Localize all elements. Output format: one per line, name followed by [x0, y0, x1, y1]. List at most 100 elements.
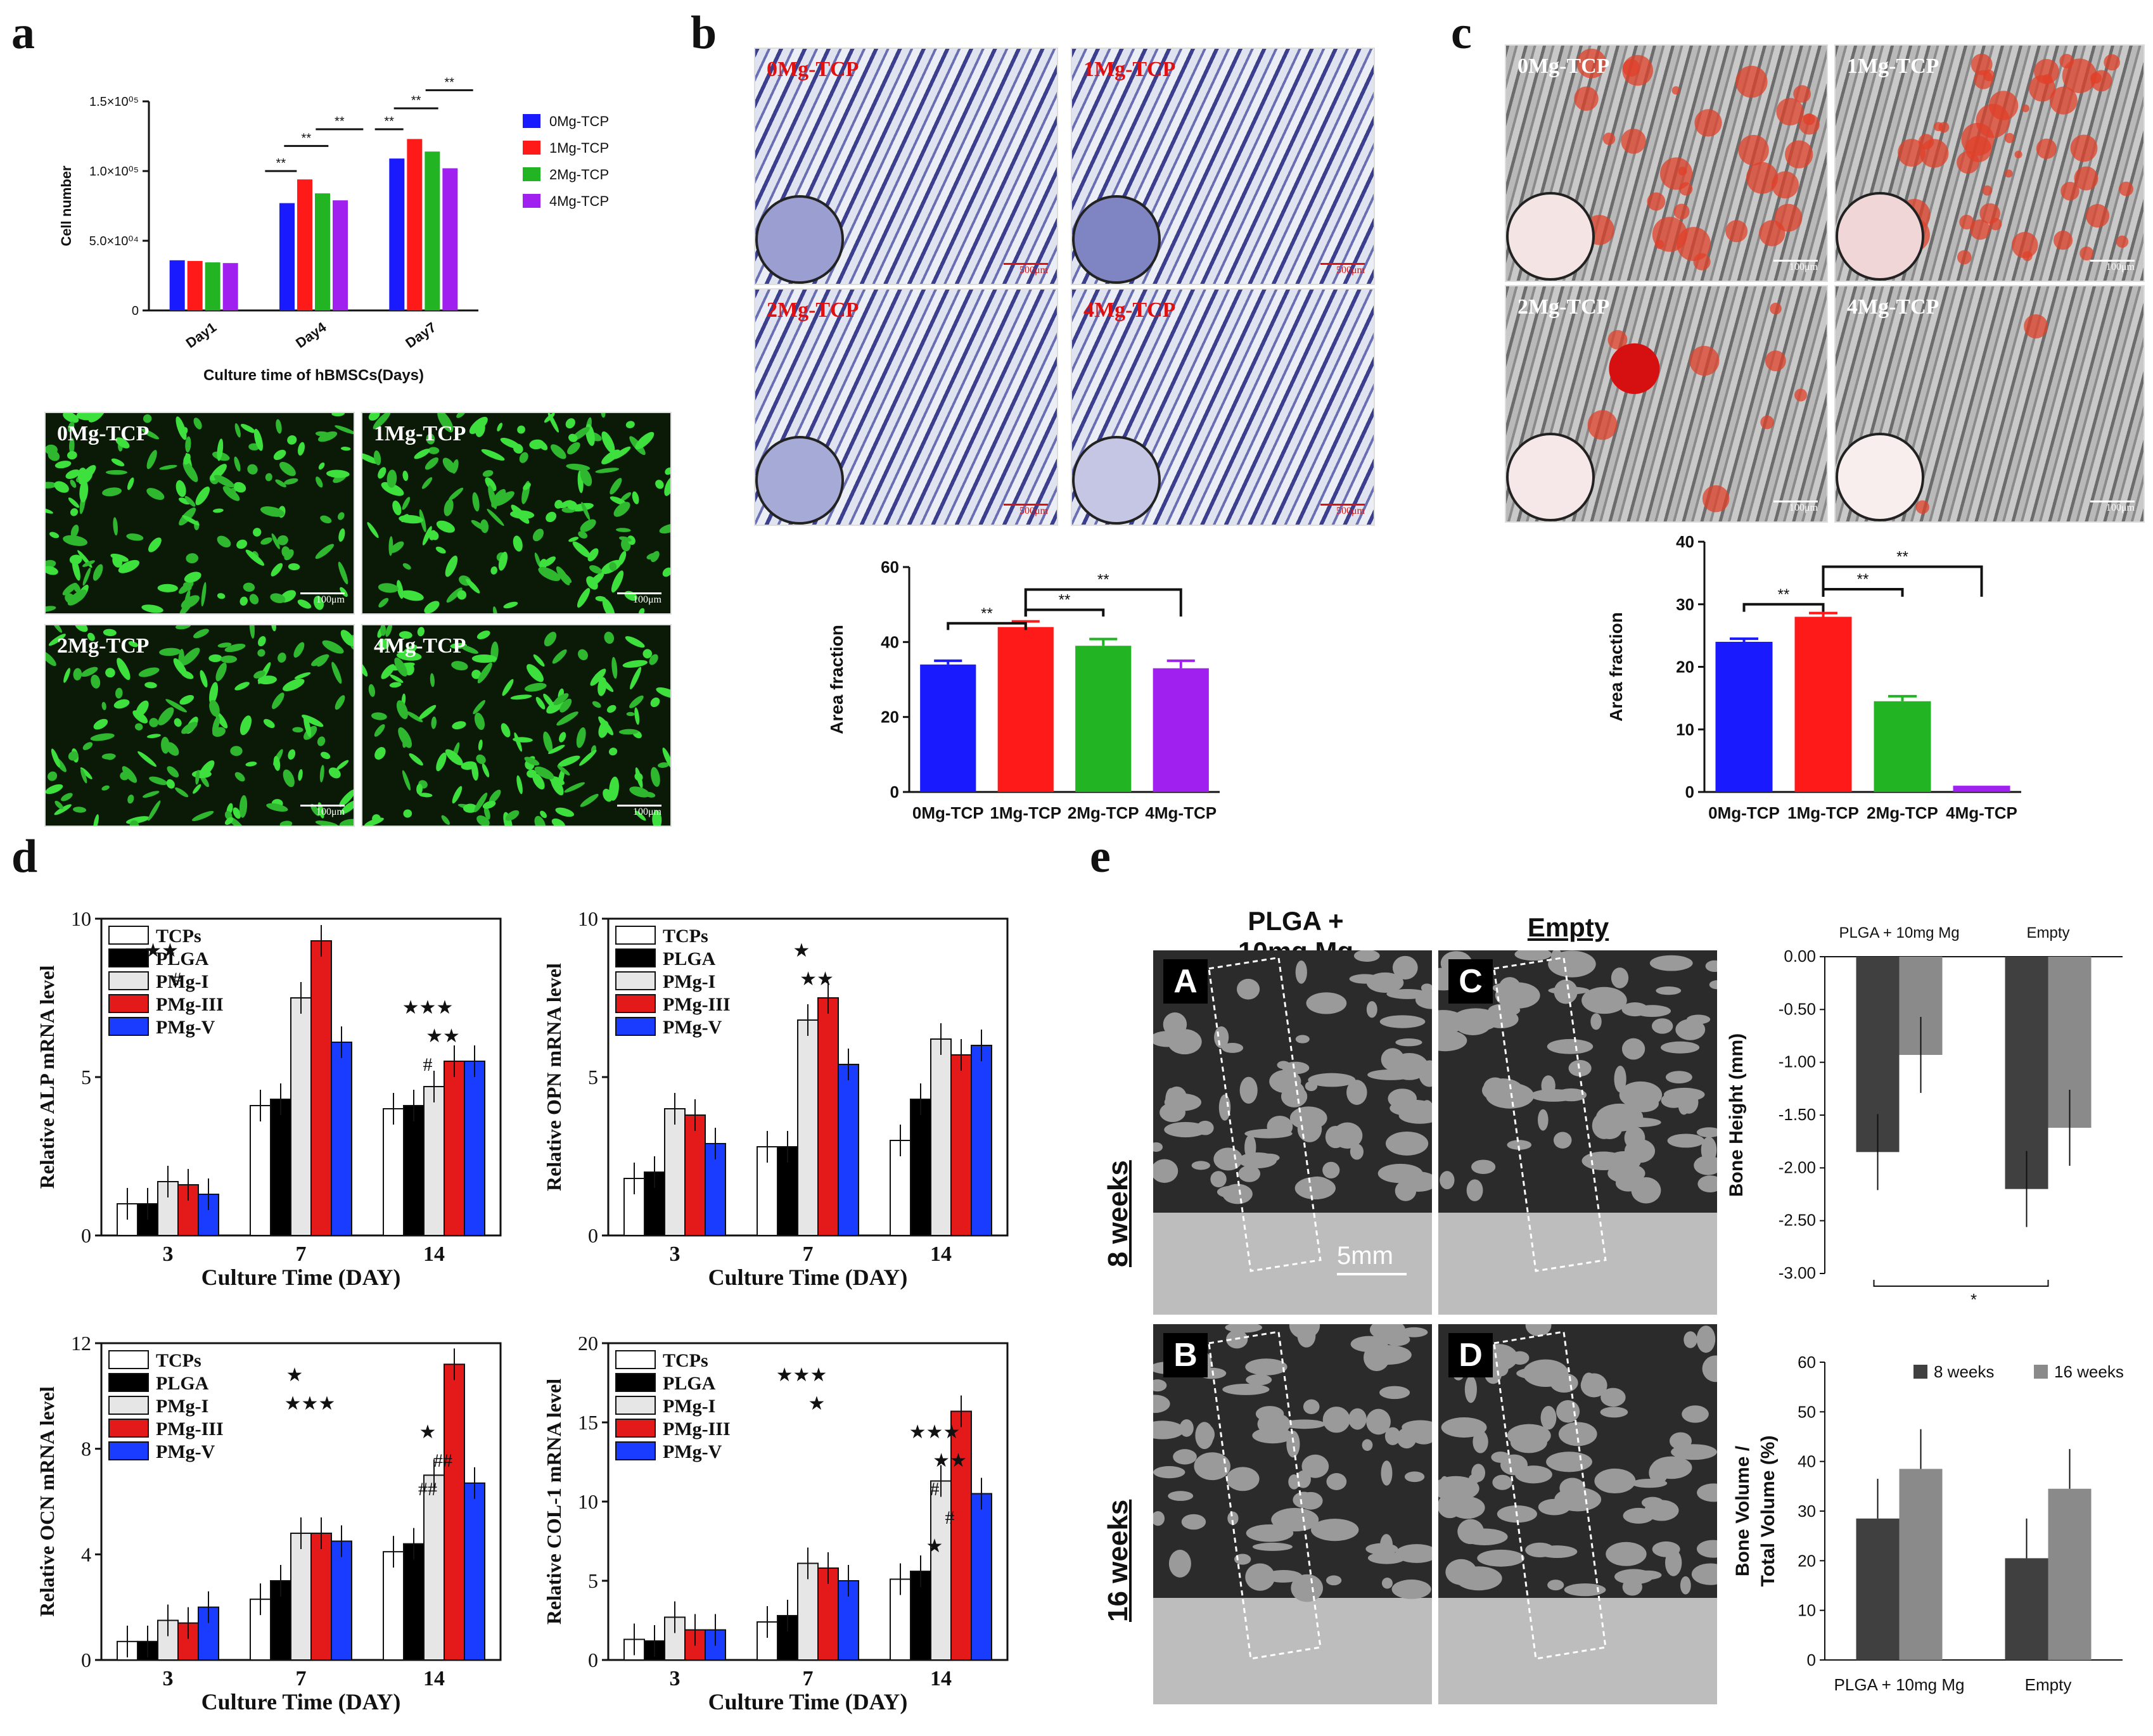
legend-swatch [523, 114, 540, 128]
significance-mark: ** [384, 115, 394, 129]
legend-swatch [108, 1441, 149, 1460]
y-tick-label: 50 [1798, 1402, 1816, 1421]
cell-texture [46, 625, 354, 826]
y-axis-label: Relative ALP mRNA level [35, 965, 58, 1189]
bone-texture [1438, 1324, 1717, 1704]
y-tick-label: 30 [1676, 595, 1694, 614]
y-axis-label: Relative OCN mRNA level [35, 1386, 58, 1617]
y-tick-label: 60 [1798, 1353, 1816, 1372]
scale-bar-label: 100μm [1789, 262, 1818, 272]
y-tick-label: 4 [81, 1543, 91, 1566]
scale-bar-label: 100μm [632, 807, 661, 817]
opn-mrna-chart: 0 5 10 Relative OPN mRNA level 3 7 14 Culture T… [542, 907, 1009, 1290]
scale-bar [1320, 263, 1365, 265]
scale-bar [1320, 504, 1365, 506]
significance-bracket [1742, 603, 1825, 612]
legend-label: PMg-I [156, 1396, 208, 1417]
bar [331, 1042, 352, 1236]
image-label: 4Mg-TCP [1083, 298, 1176, 322]
bar [169, 260, 185, 310]
ct-letter: B [1163, 1333, 1208, 1377]
image-label: 0Mg-TCP [767, 58, 859, 81]
ct-letter: D [1448, 1333, 1493, 1377]
legend-swatch [2034, 1365, 2048, 1379]
bar [1953, 786, 2010, 792]
bar [333, 200, 348, 310]
legend-label: TCPs [663, 926, 708, 947]
scale-bar-label: 100μm [316, 807, 345, 817]
y-tick-label: 10 [71, 907, 91, 930]
ct-scale-bar [1337, 1273, 1407, 1275]
x-axis-label: Culture Time (DAY) [708, 1689, 908, 1714]
x-tick-label: 14 [930, 1667, 952, 1690]
bar [290, 997, 312, 1236]
significance-mark: # [172, 969, 182, 990]
legend-swatch [108, 948, 149, 967]
x-tick-label: 3 [163, 1242, 174, 1266]
panel-label-e: e [1090, 831, 1111, 883]
significance-mark: ** [411, 94, 421, 108]
image-label: 2Mg-TCP [1517, 295, 1610, 319]
scale-bar [2090, 260, 2135, 262]
well-inset [755, 195, 844, 284]
legend-swatch [615, 1419, 656, 1438]
scale-bar-label: 100μm [1789, 502, 1818, 513]
legend-swatch [523, 194, 540, 208]
significance-mark: ** [981, 605, 993, 622]
stain-texture [1894, 53, 2133, 265]
well-inset [1506, 192, 1595, 281]
bar [910, 1099, 931, 1236]
legend-swatch [615, 971, 656, 990]
panel-label-d: d [11, 831, 38, 883]
well-inset [1072, 195, 1161, 284]
ct-letter: C [1448, 959, 1493, 1004]
legend-swatch [108, 1373, 149, 1392]
bar [403, 1105, 425, 1236]
legend-label: 8 weeks [1934, 1362, 1994, 1381]
x-tick-label: 4Mg-TCP [1145, 803, 1217, 822]
x-tick-label: Empty [2025, 1675, 2072, 1694]
ct-column-header-empty: Empty [1527, 912, 1609, 942]
legend-label: 2Mg-TCP [549, 167, 609, 182]
significance-mark: ★★ [933, 1450, 967, 1471]
scale-bar [1773, 260, 1818, 262]
x-tick-label: 7 [296, 1667, 307, 1690]
significance-mark: ** [1857, 571, 1869, 588]
x-tick-label: 4Mg-TCP [1946, 803, 2017, 822]
significance-mark: ★★ [144, 940, 179, 961]
scale-bar [617, 805, 661, 807]
y-tick-label: 0.00 [1784, 947, 1816, 966]
scale-bar-label: 100μm [632, 594, 661, 605]
scale-bar [2090, 501, 2135, 502]
x-tick-label: Day7 [402, 319, 438, 352]
y-tick-label: 5 [588, 1569, 598, 1592]
x-tick-label: 7 [803, 1667, 814, 1690]
y-tick-label: 5 [81, 1066, 91, 1088]
x-tick-label: 14 [930, 1242, 952, 1266]
significance-mark: ★★★ [284, 1393, 336, 1414]
y-tick-label: 0 [1807, 1650, 1816, 1669]
significance-bracket [1024, 608, 1105, 617]
y-tick-label: -0.50 [1779, 999, 1816, 1018]
significance-mark: ★ [419, 1422, 437, 1443]
significance-bracket [1873, 1280, 2049, 1287]
significance-bracket [1822, 588, 1904, 597]
bar [684, 1114, 706, 1236]
legend-label: PMg-III [663, 994, 731, 1015]
y-axis-label: Area fraction [1606, 612, 1626, 722]
image-label: 0Mg-TCP [1517, 54, 1610, 78]
bar [1874, 701, 1931, 792]
alp-area-fraction-chart: 0 20 40 60 Area fraction 0Mg-TCP 1Mg-TCP 2Mg-TC… [827, 558, 1220, 822]
ct-letter: A [1163, 959, 1208, 1004]
y-tick-label: 20 [1676, 658, 1694, 677]
bar [250, 1105, 271, 1236]
alp-stain-image-4mg: 4Mg-TCP 500μm [1071, 288, 1375, 526]
y-tick-label: -2.50 [1779, 1211, 1816, 1230]
fluorescence-image-2mg: 2Mg-TCP 100μm [44, 624, 355, 827]
ars-stain-image-2mg: 2Mg-TCP 100μm [1505, 285, 1828, 523]
scale-bar [617, 592, 661, 594]
x-tick-label: 14 [423, 1667, 445, 1690]
scale-bar-label: 500μm [1019, 265, 1048, 276]
bone-height-chart: 0.00 -0.50 -1.00 -1.50 -2.00 -2.50 -3.00 Bone H… [1726, 924, 2123, 1309]
legend-label: PMg-I [663, 1396, 715, 1417]
